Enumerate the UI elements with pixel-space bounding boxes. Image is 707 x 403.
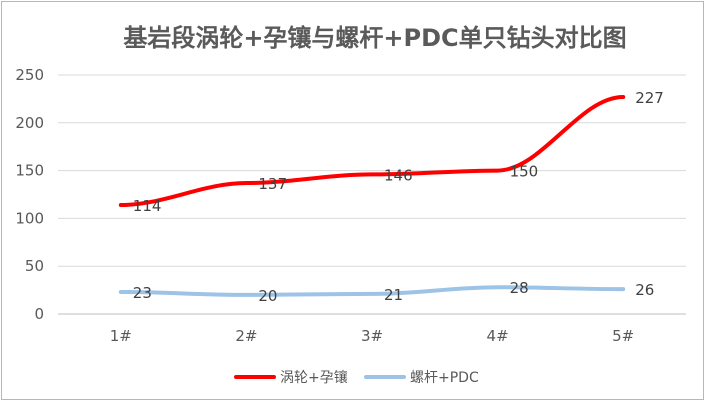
data-label: 23 xyxy=(133,284,152,302)
legend: 涡轮+孕镶 螺杆+PDC xyxy=(234,369,479,386)
chart-title: 基岩段涡轮+孕镶与螺杆+PDC单只钻头对比图 xyxy=(123,24,626,52)
series-line-1 xyxy=(118,94,626,208)
data-labels: 114 137 146 150 227 23 20 21 28 26 xyxy=(133,89,664,305)
x-tick-label: 2# xyxy=(235,327,257,345)
x-tick-label: 5# xyxy=(612,327,634,345)
y-tick-label: 0 xyxy=(34,305,44,323)
y-tick-label: 150 xyxy=(15,162,44,180)
gridlines xyxy=(58,74,686,315)
data-label: 26 xyxy=(635,281,654,299)
series-lines xyxy=(118,94,626,297)
y-axis-ticks: 0 50 100 150 200 250 xyxy=(15,66,44,323)
y-tick-label: 200 xyxy=(15,114,44,132)
data-label: 150 xyxy=(510,163,539,181)
x-tick-label: 1# xyxy=(110,327,132,345)
data-label: 227 xyxy=(635,89,664,107)
data-label: 146 xyxy=(384,166,413,184)
series-line-2 xyxy=(118,285,626,297)
legend-entry: 涡轮+孕镶 xyxy=(280,369,348,386)
y-tick-label: 100 xyxy=(15,209,44,227)
data-label: 28 xyxy=(510,279,529,297)
data-label: 20 xyxy=(258,287,277,305)
y-tick-label: 50 xyxy=(25,257,44,275)
legend-entry: 螺杆+PDC xyxy=(410,370,479,386)
data-label: 137 xyxy=(258,175,287,193)
data-label: 114 xyxy=(133,197,162,215)
y-tick-label: 250 xyxy=(15,66,44,84)
x-axis-ticks: 1# 2# 3# 4# 5# xyxy=(110,327,635,345)
data-label: 21 xyxy=(384,286,403,304)
x-tick-label: 3# xyxy=(361,327,383,345)
x-tick-label: 4# xyxy=(487,327,509,345)
